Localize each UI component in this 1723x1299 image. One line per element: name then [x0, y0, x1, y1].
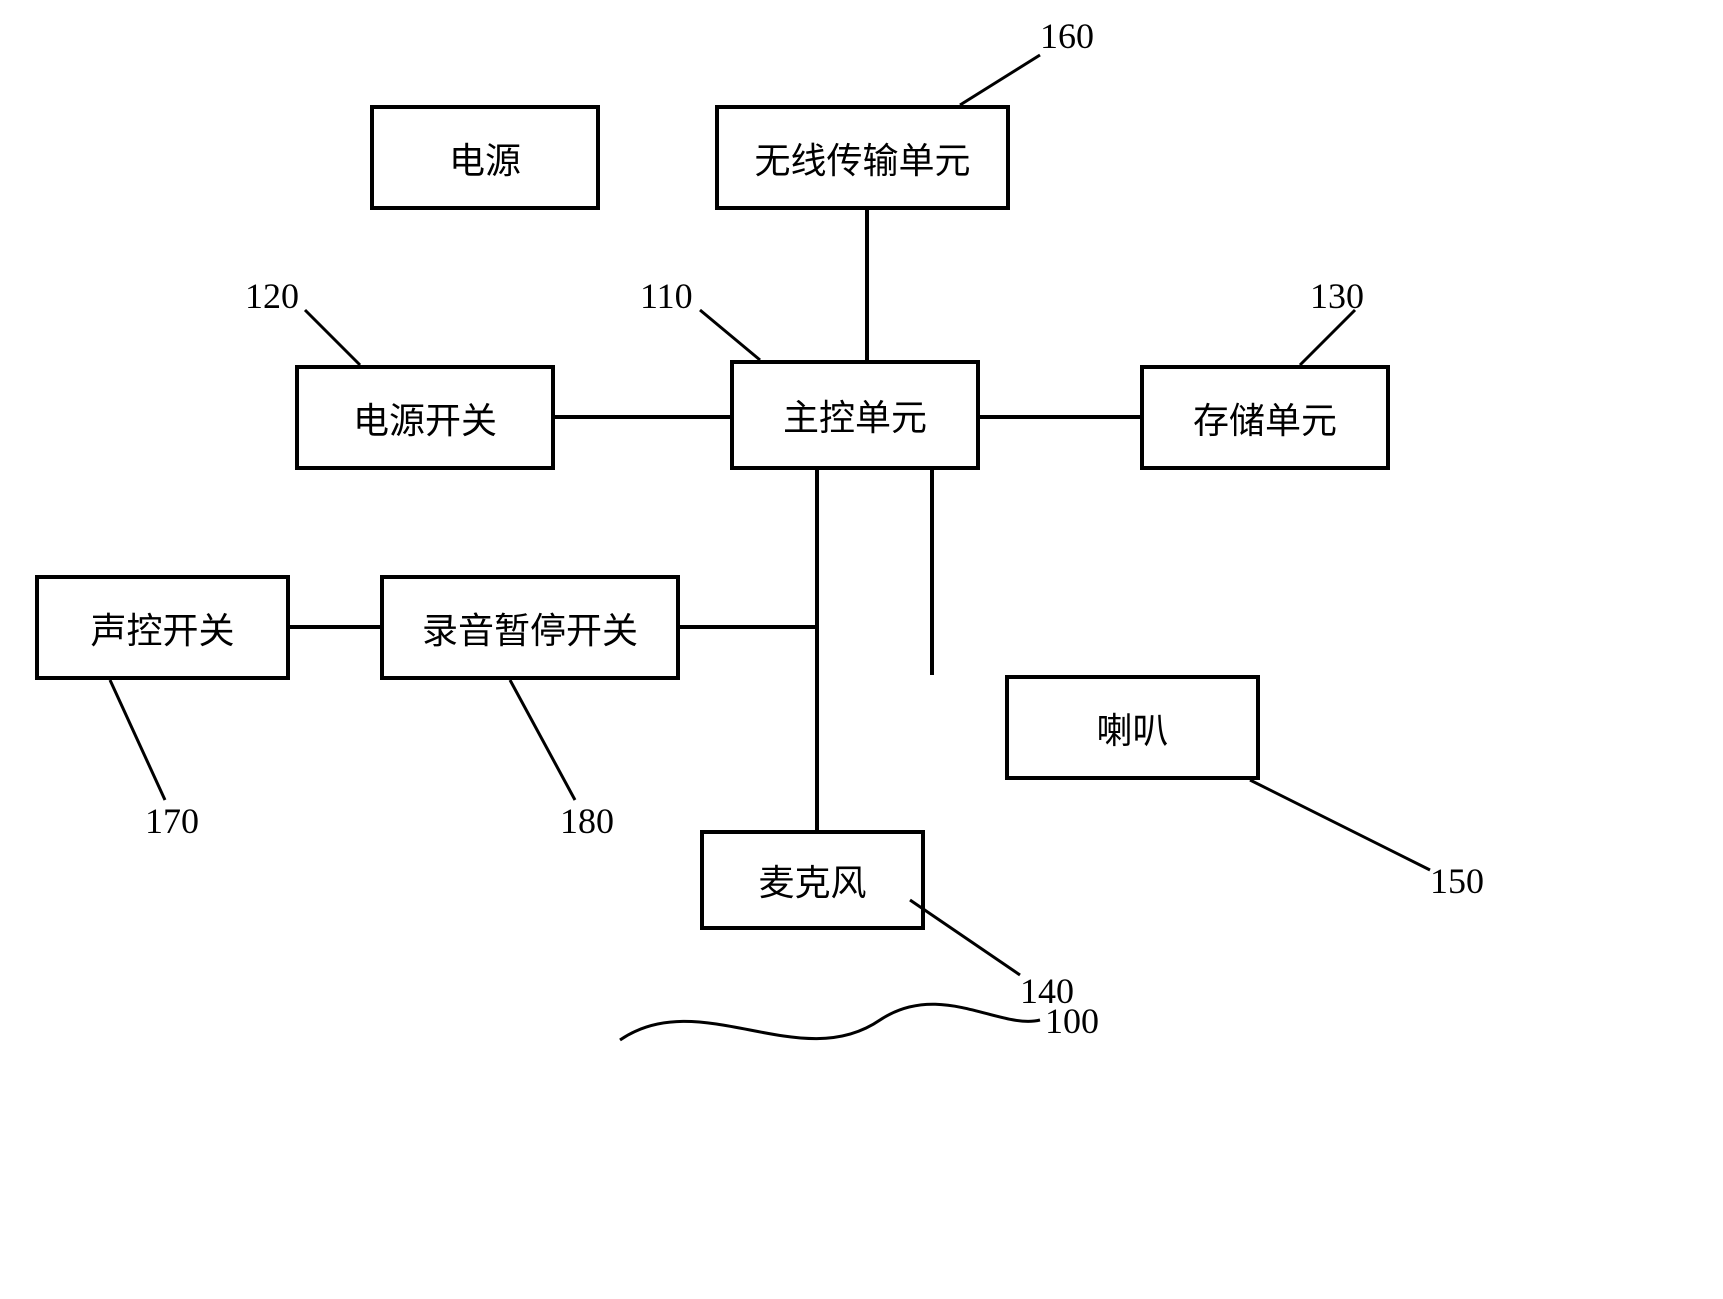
edge-main-speaker-v: [930, 470, 934, 675]
node-wireless: 无线传输单元: [715, 105, 1010, 210]
node-speaker-label: 喇叭: [1096, 702, 1168, 754]
node-storage: 存储单元: [1140, 365, 1390, 470]
node-power-switch-label: 电源开关: [353, 392, 497, 444]
edge-main-mic: [815, 470, 819, 830]
node-mic-label: 麦克风: [758, 854, 866, 906]
leader-140: [910, 900, 1020, 975]
leader-170: [110, 680, 165, 800]
node-rec-pause-label: 录音暂停开关: [422, 602, 638, 654]
block-diagram: 电源 无线传输单元 电源开关 主控单元 存储单元 声控开关 录音暂停开关 喇叭 …: [0, 0, 1723, 1299]
node-sound-switch-label: 声控开关: [90, 602, 234, 654]
node-speaker: 喇叭: [1005, 675, 1260, 780]
ref-110: 110: [640, 275, 693, 317]
node-wireless-label: 无线传输单元: [754, 132, 970, 184]
leader-110: [700, 310, 760, 360]
ref-120: 120: [245, 275, 299, 317]
node-storage-label: 存储单元: [1193, 392, 1337, 444]
node-mic: 麦克风: [700, 830, 925, 930]
edge-wireless-main: [865, 210, 869, 360]
node-main-ctrl: 主控单元: [730, 360, 980, 470]
assembly-squiggle: [620, 1004, 1040, 1040]
node-main-ctrl-label: 主控单元: [783, 389, 927, 441]
ref-160: 160: [1040, 15, 1094, 57]
ref-100: 100: [1045, 1000, 1099, 1042]
node-power-label: 电源: [449, 132, 521, 184]
leader-180: [510, 680, 575, 800]
ref-170: 170: [145, 800, 199, 842]
leader-160: [960, 55, 1040, 105]
node-power: 电源: [370, 105, 600, 210]
node-power-switch: 电源开关: [295, 365, 555, 470]
edge-recpause-main: [680, 625, 817, 629]
leader-120: [305, 310, 360, 365]
node-sound-switch: 声控开关: [35, 575, 290, 680]
ref-180: 180: [560, 800, 614, 842]
leader-150: [1250, 780, 1430, 870]
edge-main-storage: [980, 415, 1140, 419]
leader-130: [1300, 310, 1355, 365]
edge-sound-recpause: [290, 625, 380, 629]
ref-150: 150: [1430, 860, 1484, 902]
ref-130: 130: [1310, 275, 1364, 317]
edge-power-switch-main: [555, 415, 730, 419]
node-rec-pause: 录音暂停开关: [380, 575, 680, 680]
